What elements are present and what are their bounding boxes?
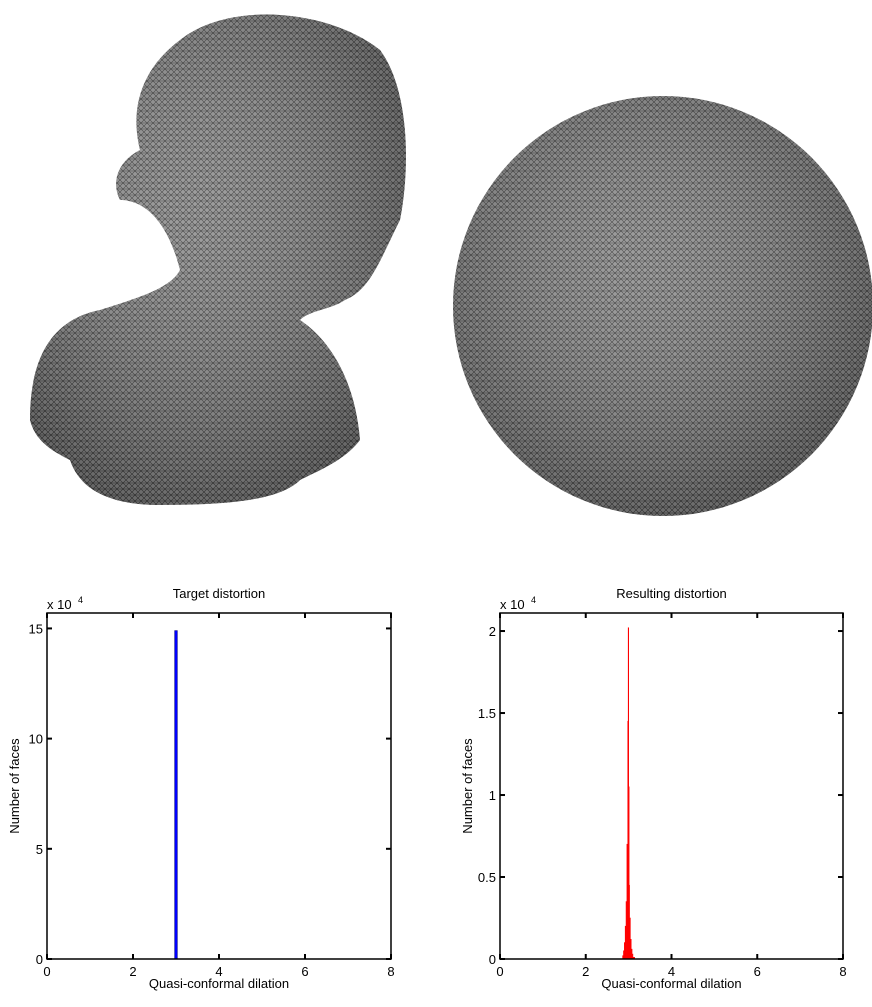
y-tick-label: 15 xyxy=(29,621,43,636)
y-tick-label: 2 xyxy=(489,624,496,639)
sphere-mesh xyxy=(453,96,872,516)
x-tick-label: 8 xyxy=(387,964,394,979)
histogram-panel: 0 2 4 6 8 0 5 10 15 Target distortion Quasi-confor… xyxy=(7,586,395,991)
bust-mesh xyxy=(30,15,406,505)
axes-box xyxy=(500,613,843,959)
x-tick-label: 8 xyxy=(839,964,846,979)
y-multiplier-exponent: 4 xyxy=(531,595,536,605)
y-tick-label: 10 xyxy=(29,732,43,747)
y-axis-label: Number of faces xyxy=(460,738,475,834)
axes-box xyxy=(47,613,391,959)
y-multiplier-exponent: 4 xyxy=(78,595,83,605)
x-axis-label: Quasi-conformal dilation xyxy=(149,976,289,991)
x-tick-label: 0 xyxy=(496,964,503,979)
y-multiplier: x 10 xyxy=(500,597,525,612)
x-tick-label: 6 xyxy=(301,964,308,979)
y-tick-label: 0.5 xyxy=(478,870,496,885)
chart-title: Resulting distortion xyxy=(616,586,727,601)
histogram-bar xyxy=(175,631,178,959)
x-tick-label: 0 xyxy=(43,964,50,979)
x-axis-label: Quasi-conformal dilation xyxy=(601,976,741,991)
x-tick-label: 2 xyxy=(129,964,136,979)
y-tick-label: 0 xyxy=(36,952,43,967)
histogram-panel: 0 2 4 6 8 0 0.5 1 1.5 2 Resulting distortion Quasi-… xyxy=(460,586,847,991)
page: {"chart_data": [ {"type": "histogram", "… xyxy=(0,0,872,1002)
y-multiplier: x 10 xyxy=(47,597,72,612)
y-tick-label: 5 xyxy=(36,842,43,857)
figure: 02468051015Target distortionQuasi-confor… xyxy=(0,0,872,1002)
x-tick-label: 2 xyxy=(582,964,589,979)
y-tick-label: 1.5 xyxy=(478,706,496,721)
y-tick-label: 0 xyxy=(489,952,496,967)
y-tick-label: 1 xyxy=(489,788,496,803)
x-tick-label: 6 xyxy=(754,964,761,979)
chart-title: Target distortion xyxy=(173,586,266,601)
y-axis-label: Number of faces xyxy=(7,738,22,834)
